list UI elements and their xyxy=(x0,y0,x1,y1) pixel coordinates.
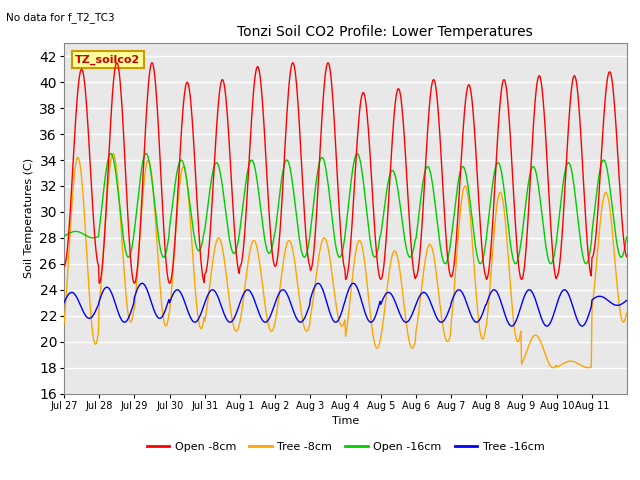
Title: Tonzi Soil CO2 Profile: Lower Temperatures: Tonzi Soil CO2 Profile: Lower Temperatur… xyxy=(237,25,533,39)
Legend: Open -8cm, Tree -8cm, Open -16cm, Tree -16cm: Open -8cm, Tree -8cm, Open -16cm, Tree -… xyxy=(143,437,548,456)
Text: No data for f_T2_TC3: No data for f_T2_TC3 xyxy=(6,12,115,23)
Text: TZ_soilco2: TZ_soilco2 xyxy=(76,54,141,65)
Y-axis label: Soil Temperatures (C): Soil Temperatures (C) xyxy=(24,158,34,278)
X-axis label: Time: Time xyxy=(332,416,359,426)
